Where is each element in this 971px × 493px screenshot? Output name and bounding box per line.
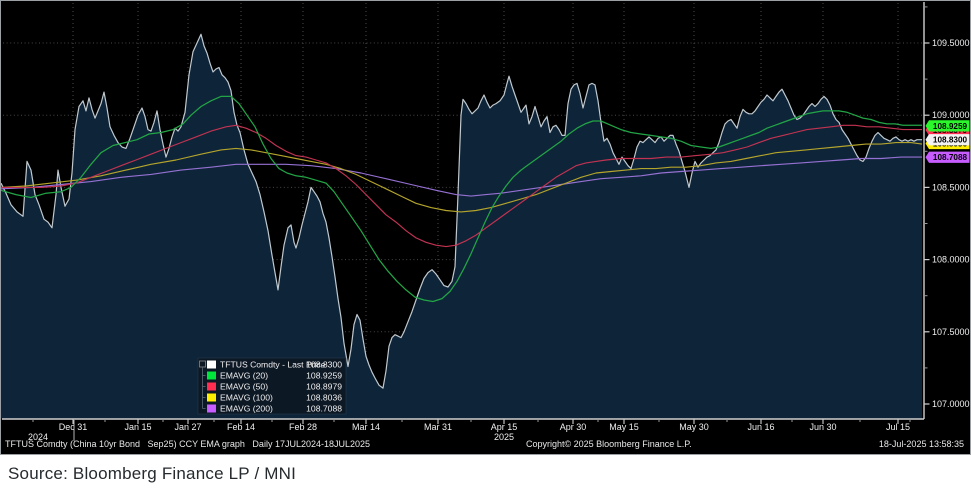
svg-text:Jul 15: Jul 15: [886, 422, 910, 432]
svg-text:Dec 31: Dec 31: [59, 422, 88, 432]
emavg-20-badge: 108.9259: [925, 120, 970, 132]
svg-text:EMAVG (20): EMAVG (20): [220, 371, 268, 381]
svg-text:Mar 31: Mar 31: [424, 422, 452, 432]
svg-text:108.5000: 108.5000: [932, 182, 970, 192]
svg-text:109.0000: 109.0000: [932, 110, 970, 120]
svg-text:2025: 2025: [494, 432, 514, 442]
svg-text:Mar 14: Mar 14: [352, 422, 380, 432]
svg-text:108.8979: 108.8979: [306, 382, 342, 392]
svg-text:109.5000: 109.5000: [932, 38, 970, 48]
svg-text:108.9259: 108.9259: [306, 371, 342, 381]
svg-text:2024: 2024: [28, 432, 48, 442]
last-price-line: [1, 33, 922, 389]
emavg-20-line: [1, 95, 922, 303]
footer-datetime: 18-Jul-2025 13:58:35: [878, 439, 964, 449]
legend-swatch: [207, 371, 216, 380]
legend-row: EMAVG (200) 108.7088: [202, 404, 342, 414]
svg-text:108.8036: 108.8036: [306, 393, 342, 403]
legend-swatch: [207, 393, 216, 402]
legend-row: EMAVG (50) 108.8979: [202, 382, 342, 392]
legend-swatch: [207, 404, 216, 413]
y-axis-labels: 109.5000 109.0000 108.5000 108.0000 107.5000…: [924, 6, 970, 409]
x-axis-labels: Dec 31 Jan 15 Jan 27 Feb 14 Feb 28 Mar 14 Mar …: [28, 419, 911, 442]
svg-text:108.9259: 108.9259: [933, 122, 968, 131]
svg-text:Feb 14: Feb 14: [227, 422, 255, 432]
bloomberg-chart-panel: 109.5000 109.0000 108.5000 108.0000 107.5000…: [0, 0, 971, 455]
svg-text:Apr 15: Apr 15: [491, 422, 518, 432]
svg-text:108.8300: 108.8300: [306, 360, 342, 370]
svg-text:Apr 30: Apr 30: [560, 422, 587, 432]
svg-text:EMAVG (200): EMAVG (200): [220, 404, 273, 414]
svg-text:108.7088: 108.7088: [933, 153, 968, 162]
emavg-100-line: [1, 142, 923, 213]
emavg-50-line: [1, 124, 922, 248]
emavg-200-badge: 108.7088: [925, 151, 970, 163]
svg-text:107.5000: 107.5000: [932, 327, 970, 337]
emavg-200-line: [1, 156, 922, 197]
chart-footer-bar: TFTUS Comdty (China 10yr Bond Sep25) CCY…: [1, 439, 970, 453]
svg-text:Jan 27: Jan 27: [174, 422, 201, 432]
svg-text:May 30: May 30: [679, 422, 709, 432]
svg-text:TFTUS Comdty - Last Price: TFTUS Comdty - Last Price: [220, 360, 326, 370]
footer-copyright: Copyright© 2025 Bloomberg Finance L.P.: [526, 439, 692, 449]
svg-text:108.8300: 108.8300: [933, 136, 968, 145]
svg-text:107.0000: 107.0000: [932, 399, 970, 409]
svg-text:Jun 16: Jun 16: [747, 422, 774, 432]
legend-row: EMAVG (20) 108.9259: [202, 371, 342, 381]
legend-row: EMAVG (100) 108.8036: [202, 393, 342, 403]
last-price-badge: 108.8300: [925, 134, 970, 146]
source-text: Source: Bloomberg Finance LP / MNI: [8, 464, 297, 483]
svg-text:Jun 30: Jun 30: [809, 422, 836, 432]
legend-swatch: [207, 360, 216, 369]
svg-text:May 15: May 15: [609, 422, 639, 432]
legend-swatch: [207, 382, 216, 391]
svg-text:108.0000: 108.0000: [932, 255, 970, 265]
svg-text:EMAVG (50): EMAVG (50): [220, 382, 268, 392]
svg-text:Jan 15: Jan 15: [124, 422, 151, 432]
svg-text:108.7088: 108.7088: [306, 404, 342, 414]
svg-text:Feb 28: Feb 28: [289, 422, 317, 432]
last-price-area: [1, 34, 922, 419]
footer-security-info: TFTUS Comdty (China 10yr Bond Sep25) CCY…: [5, 439, 371, 449]
ema-chart-canvas[interactable]: 109.5000 109.0000 108.5000 108.0000 107.5000…: [1, 1, 970, 454]
svg-text:EMAVG (100): EMAVG (100): [220, 393, 273, 403]
source-strip: Source: Bloomberg Finance LP / MNI: [0, 455, 971, 493]
